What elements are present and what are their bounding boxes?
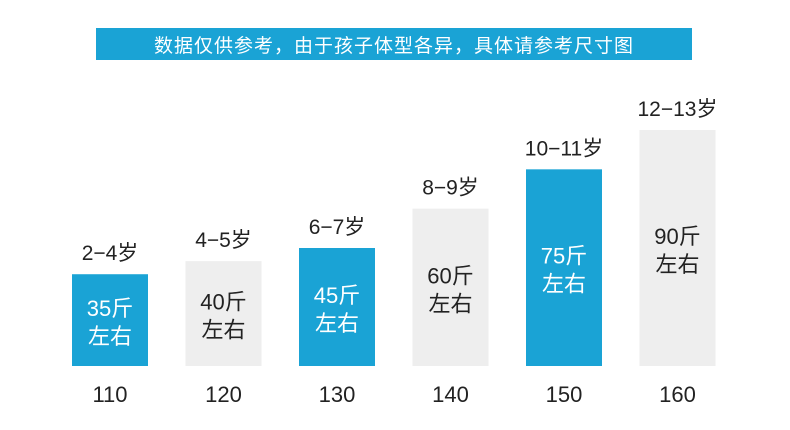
weight-label: 左右 [428, 291, 472, 316]
height-label: 140 [432, 382, 469, 407]
bar [412, 208, 489, 366]
weight-label: 75斤 [541, 244, 587, 269]
weight-label: 左右 [542, 272, 586, 297]
weight-label: 45斤 [314, 283, 360, 308]
chart-banner-title: 数据仅供参考，由于孩子体型各异，具体请参考尺寸图 [96, 28, 692, 60]
weight-label: 60斤 [427, 263, 473, 288]
age-label: 4−5岁 [195, 229, 252, 252]
height-label: 150 [546, 382, 583, 407]
bar [72, 274, 148, 366]
age-label: 6−7岁 [309, 216, 366, 239]
weight-label: 35斤 [87, 296, 133, 321]
weight-label: 左右 [201, 318, 245, 343]
height-label: 130 [319, 382, 356, 407]
bar [185, 261, 262, 366]
height-label: 120 [205, 382, 242, 407]
weight-label: 左右 [655, 252, 699, 277]
bar [299, 248, 375, 366]
weight-label: 40斤 [200, 290, 246, 315]
age-label: 2−4岁 [82, 242, 139, 265]
bar [526, 169, 602, 366]
weight-label: 左右 [315, 311, 359, 336]
weight-label: 90斤 [654, 224, 700, 249]
weight-label: 左右 [88, 324, 132, 349]
height-label: 110 [92, 382, 127, 407]
height-label: 160 [659, 382, 696, 407]
age-label: 8−9岁 [422, 177, 479, 200]
bar [639, 130, 716, 366]
age-label: 10−11岁 [525, 137, 603, 160]
age-label: 12−13岁 [638, 98, 718, 121]
